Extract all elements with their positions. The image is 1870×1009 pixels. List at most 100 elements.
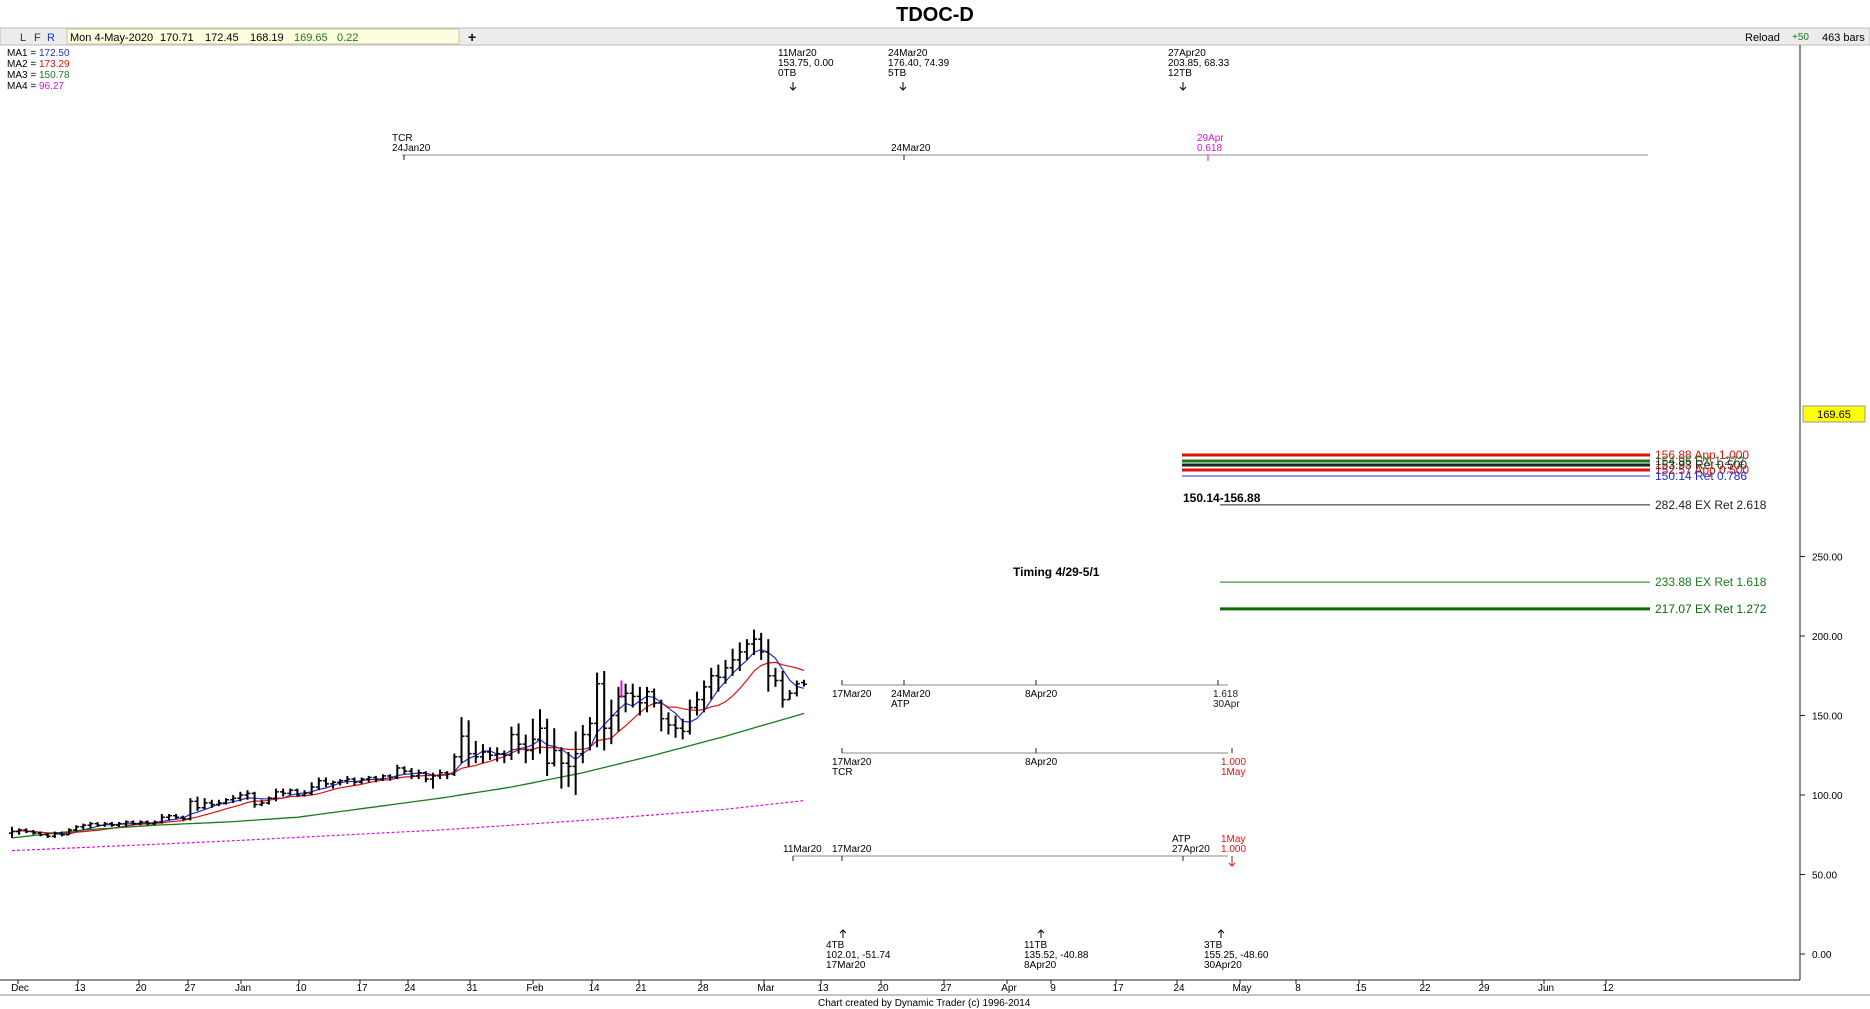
ohlc-bar — [444, 771, 451, 780]
timing-label: ATP — [891, 699, 910, 710]
ohlc-bar — [315, 777, 322, 791]
x-tick-label: 13 — [74, 983, 86, 994]
toolbar-button-f[interactable]: F — [34, 32, 41, 44]
x-tick-label: 20 — [877, 983, 889, 994]
bar-count: 463 bars — [1822, 32, 1865, 44]
ohlc-bar — [380, 774, 387, 781]
arrow-up-icon — [1037, 929, 1045, 938]
projection-level-label: 153.93 Ret 0.500 — [1655, 458, 1747, 472]
time-band-label: 24Mar20 — [888, 48, 928, 59]
x-tick-label: 13 — [817, 983, 829, 994]
ma-legend-item: MA2 = 173.29 — [7, 59, 70, 70]
projection-level-label: 152.57 App 0.500 — [1655, 463, 1749, 477]
x-tick-label: Jan — [235, 983, 251, 994]
tcr-label: 24Jan20 — [392, 143, 431, 154]
ohlc-bar — [51, 831, 58, 838]
ohlc-bar — [137, 820, 144, 826]
ohlc-bar — [465, 720, 472, 767]
toolbar: L F R Mon 4-May-2020 170.71 172.45 168.1… — [0, 27, 1870, 46]
toolbar-button-r[interactable]: R — [47, 32, 55, 44]
ohlc-bar — [579, 725, 586, 764]
ohlc-bar — [230, 795, 237, 803]
x-tick-label: 20 — [135, 983, 147, 994]
projection-level-label: 156.88 App 1.000 — [1655, 448, 1749, 462]
ohlc-bar — [722, 659, 729, 684]
arrow-down-icon — [1179, 82, 1187, 91]
ohlc-bar — [308, 782, 315, 795]
x-tick-label: 24 — [1173, 983, 1185, 994]
ohlc-bar — [201, 798, 208, 810]
reload-delta[interactable]: +50 — [1792, 32, 1809, 43]
tcr-label: 24Mar20 — [891, 143, 931, 154]
ohlc-bar — [208, 799, 215, 808]
timing-end-label: 30Apr — [1213, 699, 1240, 710]
x-tick-label: Mar — [757, 983, 775, 994]
y-tick-label: 100.00 — [1812, 791, 1843, 802]
ohlc-bar — [458, 717, 465, 764]
add-button[interactable]: + — [468, 29, 476, 45]
toolbar-button-l[interactable]: L — [20, 32, 26, 44]
x-tick-label: 21 — [635, 983, 647, 994]
x-tick-label: Apr — [1001, 983, 1017, 994]
ohlc-bar — [629, 683, 636, 708]
ohlc-bar — [736, 642, 743, 671]
timing-label: 8Apr20 — [1025, 689, 1058, 700]
ohlc-bar — [372, 775, 379, 783]
ohlc-bar — [265, 796, 272, 805]
ohlc-bar — [180, 815, 187, 821]
ohlc-bar — [679, 718, 686, 740]
ohlc-bar — [522, 734, 529, 764]
projection-level-label: 217.07 EX Ret 1.272 — [1655, 602, 1767, 616]
timing-label: 17Mar20 — [832, 689, 872, 700]
ohlc-bar — [686, 699, 693, 735]
ohlc-bar — [487, 747, 494, 761]
x-tick-label: 12 — [1602, 983, 1614, 994]
ohlc-bar — [215, 799, 222, 807]
ma-legend-item: MA1 = 172.50 — [7, 48, 70, 59]
ohlc-bar — [173, 814, 180, 819]
x-tick-label: 17 — [356, 983, 368, 994]
x-tick-label: 9 — [1050, 983, 1056, 994]
ohlc-bar — [408, 767, 415, 780]
x-tick-label: 27 — [940, 983, 952, 994]
ohlc-bar — [351, 777, 358, 786]
x-tick-label: 28 — [697, 983, 709, 994]
timing-end-label: 1.618 — [1213, 689, 1238, 700]
ohlc-bar — [729, 648, 736, 676]
ohlc-bar — [337, 779, 344, 786]
ohlc-bar — [251, 791, 258, 808]
ohlc-bar — [422, 771, 429, 783]
x-tick-label: 31 — [466, 983, 478, 994]
time-band-label: 4TB — [826, 940, 845, 951]
x-tick-label: Jun — [1538, 983, 1554, 994]
ohlc-bar — [779, 670, 786, 708]
time-band-label: 8Apr20 — [1024, 960, 1057, 971]
x-tick-label: 27 — [184, 983, 196, 994]
timing-end-label: 1.000 — [1221, 757, 1246, 768]
ohlc-bar — [701, 680, 708, 713]
ohlc-bar — [108, 822, 115, 827]
time-band-label: 5TB — [888, 68, 907, 79]
y-tick-label: 250.00 — [1812, 553, 1843, 564]
timing-label: 24Mar20 — [891, 689, 931, 700]
ohlc-bar — [187, 798, 194, 821]
ohlc-bar — [544, 718, 551, 776]
ohlc-bar — [237, 791, 244, 802]
timing-end-label: 1.000 — [1221, 844, 1246, 855]
ohlc-bar — [23, 828, 30, 834]
arrow-up-icon — [1217, 929, 1225, 938]
price-axis: 0.00 50.00 100.00 150.00 200.00 250.00 — [1800, 553, 1843, 961]
ohlc-bar — [515, 723, 522, 754]
ma-legend-item: MA3 = 150.78 — [7, 70, 70, 81]
ohlc-bar — [551, 728, 558, 767]
projection-level-label: 282.48 EX Ret 2.618 — [1655, 498, 1767, 512]
timing-label: 17Mar20 — [832, 844, 872, 855]
time-band-label: 0TB — [778, 68, 797, 79]
ohlc-bar — [44, 833, 51, 838]
ohlc-bar — [529, 718, 536, 761]
timing-label: 8Apr20 — [1025, 757, 1058, 768]
timing-label: TCR — [832, 767, 853, 778]
reload-button[interactable]: Reload — [1745, 32, 1780, 44]
